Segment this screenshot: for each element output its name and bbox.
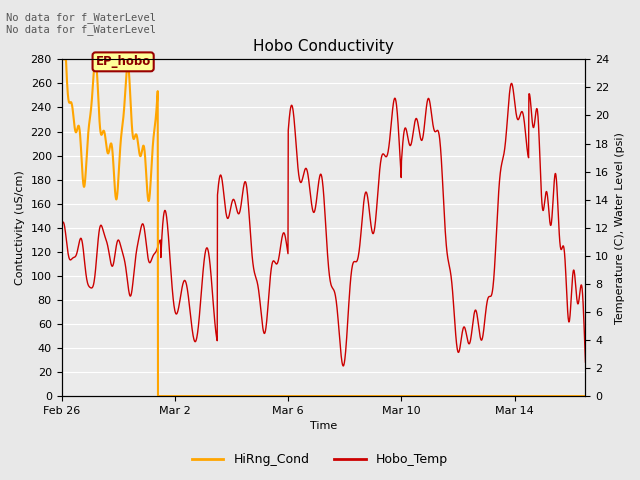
Text: EP_hobo: EP_hobo bbox=[95, 55, 151, 68]
Y-axis label: Contuctivity (uS/cm): Contuctivity (uS/cm) bbox=[15, 170, 25, 285]
Y-axis label: Temperature (C), Water Level (psi): Temperature (C), Water Level (psi) bbox=[615, 132, 625, 324]
Legend: HiRng_Cond, Hobo_Temp: HiRng_Cond, Hobo_Temp bbox=[187, 448, 453, 471]
Text: No data for f_WaterLevel: No data for f_WaterLevel bbox=[6, 24, 156, 35]
Title: Hobo Conductivity: Hobo Conductivity bbox=[253, 39, 394, 54]
Text: No data for f_WaterLevel: No data for f_WaterLevel bbox=[6, 12, 156, 23]
X-axis label: Time: Time bbox=[310, 421, 337, 432]
